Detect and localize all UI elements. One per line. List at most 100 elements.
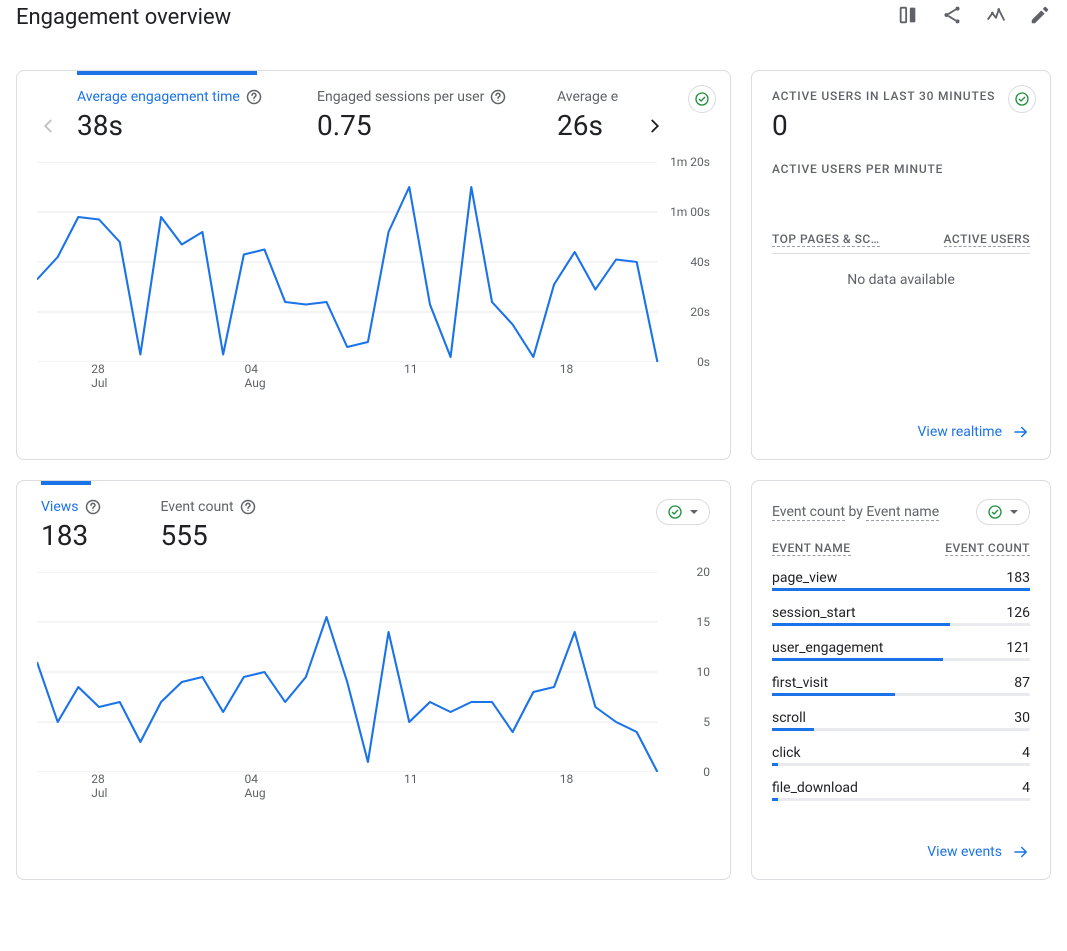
metric-label: Views xyxy=(41,499,101,515)
insights-icon[interactable] xyxy=(985,4,1007,30)
y-axis-label: 1m 20s xyxy=(670,155,710,169)
help-icon[interactable] xyxy=(240,499,256,515)
views-chart: 05101520 xyxy=(37,572,710,772)
x-axis-label: 18 xyxy=(560,362,574,376)
metric-tab[interactable]: Views 183 xyxy=(41,499,101,552)
event-count: 87 xyxy=(1014,675,1030,691)
col-event-name: EVENT NAME xyxy=(772,541,851,556)
y-axis-label: 0s xyxy=(697,355,710,369)
col-active-users: ACTIVE USERS xyxy=(944,232,1030,247)
share-icon[interactable] xyxy=(941,4,963,30)
view-realtime-link[interactable]: View realtime xyxy=(918,423,1030,441)
page-title: Engagement overview xyxy=(16,5,231,30)
metric-label: Event count xyxy=(161,499,256,515)
metric-label: Average e xyxy=(557,89,618,105)
help-icon[interactable] xyxy=(85,499,101,515)
table-row[interactable]: page_view 183 xyxy=(772,562,1030,591)
y-axis-label: 40s xyxy=(690,255,710,269)
metric-value: 26s xyxy=(557,109,618,142)
x-axis-label: 11 xyxy=(404,362,418,376)
y-axis-label: 15 xyxy=(697,615,711,629)
event-count: 4 xyxy=(1022,745,1030,761)
realtime-title: ACTIVE USERS IN LAST 30 MINUTES xyxy=(772,89,1030,103)
x-axis-label: 18 xyxy=(560,772,574,786)
x-axis-label: 04 Aug xyxy=(244,362,265,391)
engagement-chart: 0s20s40s1m 00s1m 20s xyxy=(37,162,710,362)
engagement-card: Average engagement time 38s Engaged sessio… xyxy=(16,70,731,460)
realtime-table-head: TOP PAGES & SC… ACTIVE USERS xyxy=(772,232,1030,254)
realtime-subtitle: ACTIVE USERS PER MINUTE xyxy=(772,162,1030,176)
table-row[interactable]: click 4 xyxy=(772,737,1030,766)
title-metric: Event count xyxy=(772,504,845,521)
col-event-count: EVENT COUNT xyxy=(945,541,1030,556)
sparkline xyxy=(772,798,1030,801)
page-header: Engagement overview xyxy=(16,4,1051,30)
y-axis-label: 20 xyxy=(697,565,711,579)
y-axis-label: 20s xyxy=(690,305,710,319)
status-badge[interactable] xyxy=(1008,85,1036,113)
help-icon[interactable] xyxy=(490,89,506,105)
event-count: 30 xyxy=(1014,710,1030,726)
event-name: first_visit xyxy=(772,675,828,691)
status-pill[interactable] xyxy=(656,499,710,525)
chevron-left-icon[interactable] xyxy=(37,115,59,141)
views-card: Views 183 Event count 555 0 5 10 15 20 28 Jul 04… xyxy=(16,480,731,880)
metric-tab[interactable]: Average e 26s xyxy=(557,89,618,142)
event-name: click xyxy=(772,745,801,761)
sparkline xyxy=(772,763,1030,766)
sparkline xyxy=(772,693,1030,696)
sparkline xyxy=(772,658,1030,661)
metric-tab[interactable]: Average engagement time 38s xyxy=(77,89,277,142)
y-axis-label: 10 xyxy=(697,665,711,679)
event-count: 126 xyxy=(1006,605,1030,621)
event-count: 183 xyxy=(1006,570,1030,586)
status-pill[interactable] xyxy=(976,499,1030,525)
link-label: View realtime xyxy=(918,424,1002,440)
title-dimension: Event name xyxy=(866,504,939,521)
metric-tab[interactable]: Event count 555 xyxy=(161,499,256,552)
sparkline xyxy=(772,623,1030,626)
metric-label: Average engagement time xyxy=(77,89,277,105)
event-count: 121 xyxy=(1006,640,1030,656)
col-pages: TOP PAGES & SC… xyxy=(772,232,880,247)
table-row[interactable]: session_start 126 xyxy=(772,597,1030,626)
y-axis-label: 1m 00s xyxy=(670,205,710,219)
event-name: user_engagement xyxy=(772,640,883,656)
header-actions xyxy=(897,4,1051,30)
table-row[interactable]: user_engagement 121 xyxy=(772,632,1030,661)
x-axis-label: 28 Jul xyxy=(91,362,107,391)
view-events-link[interactable]: View events xyxy=(927,843,1030,861)
table-row[interactable]: file_download 4 xyxy=(772,772,1030,801)
help-icon[interactable] xyxy=(246,89,262,105)
events-title: Event count by Event name xyxy=(772,504,939,520)
sparkline xyxy=(772,588,1030,591)
sparkline xyxy=(772,728,1030,731)
table-row[interactable]: scroll 30 xyxy=(772,702,1030,731)
event-count: 4 xyxy=(1022,780,1030,796)
event-name: page_view xyxy=(772,570,837,586)
edit-icon[interactable] xyxy=(1029,4,1051,30)
event-name: scroll xyxy=(772,710,806,726)
events-table: EVENT NAME EVENT COUNT page_view 183 sessi… xyxy=(772,541,1030,807)
metric-value: 555 xyxy=(161,519,256,552)
metrics-scroller: Average engagement time 38s Engaged sessio… xyxy=(37,89,710,142)
no-data-message: No data available xyxy=(772,272,1030,288)
metric-tab[interactable]: Engaged sessions per user0.75 xyxy=(317,89,517,142)
chevron-right-icon[interactable] xyxy=(644,115,666,141)
metric-value: 38s xyxy=(77,109,277,142)
y-axis-label: 0 xyxy=(703,765,710,779)
metric-value: 183 xyxy=(41,519,101,552)
x-axis-label: 11 xyxy=(404,772,418,786)
x-axis-label: 28 Jul xyxy=(91,772,107,801)
event-name: file_download xyxy=(772,780,858,796)
dashboard-grid: Average engagement time 38s Engaged sessio… xyxy=(16,70,1051,880)
table-row[interactable]: first_visit 87 xyxy=(772,667,1030,696)
metric-label: Engaged sessions per user xyxy=(317,89,517,105)
link-label: View events xyxy=(927,844,1002,860)
realtime-value: 0 xyxy=(772,109,1030,142)
compare-icon[interactable] xyxy=(897,4,919,30)
x-axis-label: 04 Aug xyxy=(244,772,265,801)
events-card: Event count by Event name EVENT NAME EVE… xyxy=(751,480,1051,880)
event-name: session_start xyxy=(772,605,856,621)
y-axis-label: 5 xyxy=(703,715,710,729)
